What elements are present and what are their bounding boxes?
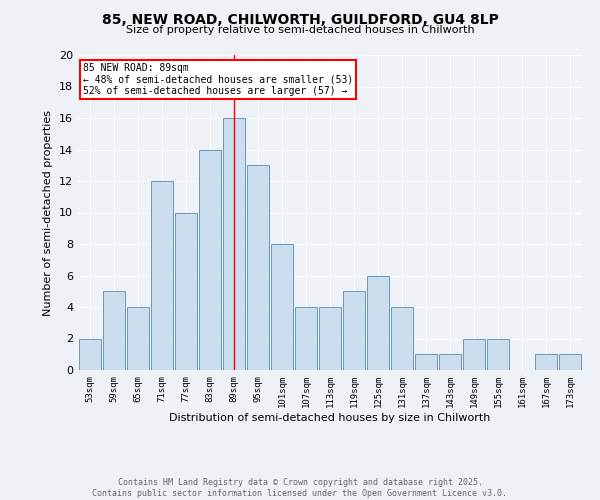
Bar [319, 307, 341, 370]
Bar [535, 354, 557, 370]
Bar [367, 276, 389, 370]
Text: 85, NEW ROAD, CHILWORTH, GUILDFORD, GU4 8LP: 85, NEW ROAD, CHILWORTH, GUILDFORD, GU4 … [101, 12, 499, 26]
Bar [487, 338, 509, 370]
Bar [199, 150, 221, 370]
Text: Contains HM Land Registry data © Crown copyright and database right 2025.
Contai: Contains HM Land Registry data © Crown c… [92, 478, 508, 498]
Bar [79, 338, 101, 370]
Bar [343, 291, 365, 370]
X-axis label: Distribution of semi-detached houses by size in Chilworth: Distribution of semi-detached houses by … [169, 412, 491, 422]
Bar [439, 354, 461, 370]
Text: Size of property relative to semi-detached houses in Chilworth: Size of property relative to semi-detach… [125, 25, 475, 35]
Text: 85 NEW ROAD: 89sqm
← 48% of semi-detached houses are smaller (53)
52% of semi-de: 85 NEW ROAD: 89sqm ← 48% of semi-detache… [83, 63, 353, 96]
Bar [391, 307, 413, 370]
Bar [127, 307, 149, 370]
Bar [463, 338, 485, 370]
Bar [247, 165, 269, 370]
Bar [415, 354, 437, 370]
Bar [103, 291, 125, 370]
Y-axis label: Number of semi-detached properties: Number of semi-detached properties [43, 110, 53, 316]
Bar [151, 181, 173, 370]
Bar [175, 212, 197, 370]
Bar [223, 118, 245, 370]
Bar [271, 244, 293, 370]
Bar [295, 307, 317, 370]
Bar [559, 354, 581, 370]
